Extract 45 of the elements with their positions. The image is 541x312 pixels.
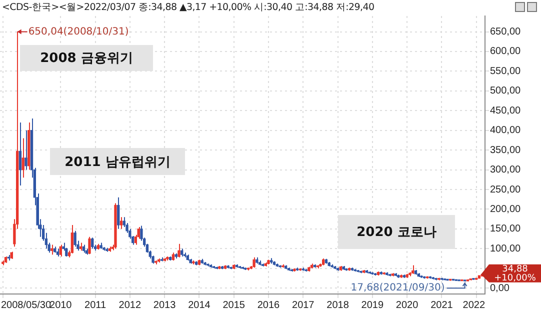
x-tick-label: 2019 [361, 300, 384, 311]
candlestick [117, 196, 120, 230]
y-tick-label: 350,00 [490, 144, 522, 156]
x-tick-label: 2012 [118, 300, 142, 311]
candlestick [70, 224, 74, 254]
x-tick-label: 2015 [222, 300, 246, 311]
y-tick-label: 200,00 [490, 204, 522, 215]
x-tick-label: 2020 [396, 300, 419, 311]
annotation: 17,68(2021/09/30) [350, 282, 445, 294]
annotation: 2008 금융위기 [20, 45, 153, 71]
candlestick [252, 256, 256, 268]
x-tick-label: 2016 [257, 300, 280, 311]
y-tick-label: 150,00 [490, 224, 522, 235]
candlestick [91, 237, 94, 250]
candlestick [120, 216, 123, 230]
y-tick-label: 0,00 [490, 282, 510, 294]
y-tick-label: 600,00 [490, 46, 522, 58]
annotation: 34,88 +10,00% [494, 264, 536, 284]
annotation: 650,04(2008/10/31) [28, 26, 129, 38]
candlestick [24, 130, 28, 170]
x-tick-label: 2017 [292, 300, 315, 311]
candlestick [22, 138, 24, 178]
x-tick-label: 2011 [84, 300, 106, 311]
x-tick-label: 2014 [188, 300, 211, 311]
x-tick-label: 2010 [50, 300, 72, 311]
y-tick-label: 250,00 [490, 184, 522, 196]
x-tick-label: 2021 [430, 300, 454, 311]
y-tick-label: 500,00 [490, 86, 522, 97]
candlestick [74, 230, 76, 248]
y-tick-label: 450,00 [490, 105, 522, 116]
y-tick-label: 400,00 [490, 125, 522, 136]
x-tick-label: 2008/05/30 [1, 300, 52, 311]
candlestick [50, 244, 54, 256]
annotation: 2011 남유럽위기 [50, 148, 185, 175]
y-tick-label: 100,00 [490, 243, 522, 254]
chart-title: <CDS-한국><월>2022/03/07 종:34,88 ▲3,17 +10,00% 시:30,40 고:34,88 저:29,40 [2, 1, 374, 14]
y-tick-label: 550,00 [490, 66, 522, 77]
x-tick-label: 2018 [326, 300, 350, 311]
annotation: 2020 코로나 [338, 215, 455, 249]
y-tick-label: 650,00 [490, 26, 522, 38]
y-tick-label: 300,00 [490, 164, 522, 176]
candlestick [178, 243, 180, 258]
x-tick-label: 2022 [462, 300, 486, 311]
x-tick-label: 2013 [153, 300, 176, 311]
candlestick [18, 122, 22, 186]
